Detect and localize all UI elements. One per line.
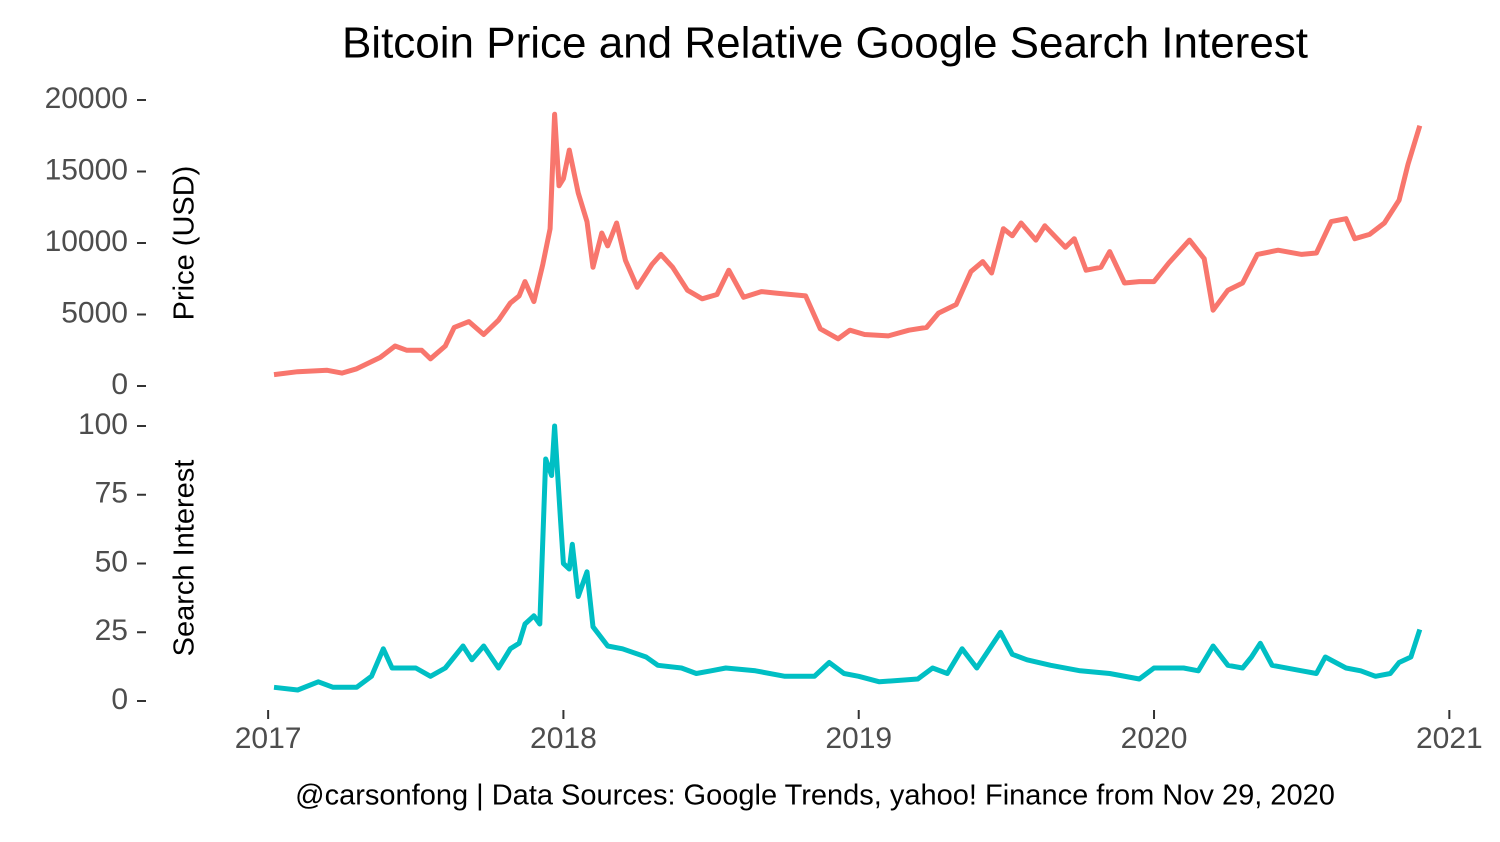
y-tick-label: 0 (111, 368, 128, 401)
y-tick-label: 25 (95, 614, 128, 647)
x-tick-label: 2019 (825, 722, 892, 755)
y-tick-label: 0 (111, 683, 128, 716)
y-tick-label: 100 (78, 408, 128, 441)
y-tick-label: 10000 (45, 225, 128, 258)
y-tick-label: 15000 (45, 153, 128, 186)
y-axis-title: Search Interest (169, 460, 201, 657)
y-tick-label: 5000 (61, 296, 128, 329)
y-tick-label: 20000 (45, 82, 128, 115)
x-tick-label: 2020 (1121, 722, 1188, 755)
chart-title: Bitcoin Price and Relative Google Search… (342, 19, 1308, 68)
x-tick-label: 2017 (235, 722, 302, 755)
x-tick-label: 2018 (530, 722, 597, 755)
price-line (273, 423, 1423, 693)
y-tick-label: 50 (95, 545, 128, 578)
caption: @carsonfong | Data Sources: Google Trend… (295, 780, 1335, 812)
x-tick-label: 2021 (1416, 722, 1483, 755)
price-line (273, 111, 1423, 378)
y-tick-label: 75 (95, 477, 128, 510)
y-axis-title: Price (USD) (169, 166, 201, 321)
